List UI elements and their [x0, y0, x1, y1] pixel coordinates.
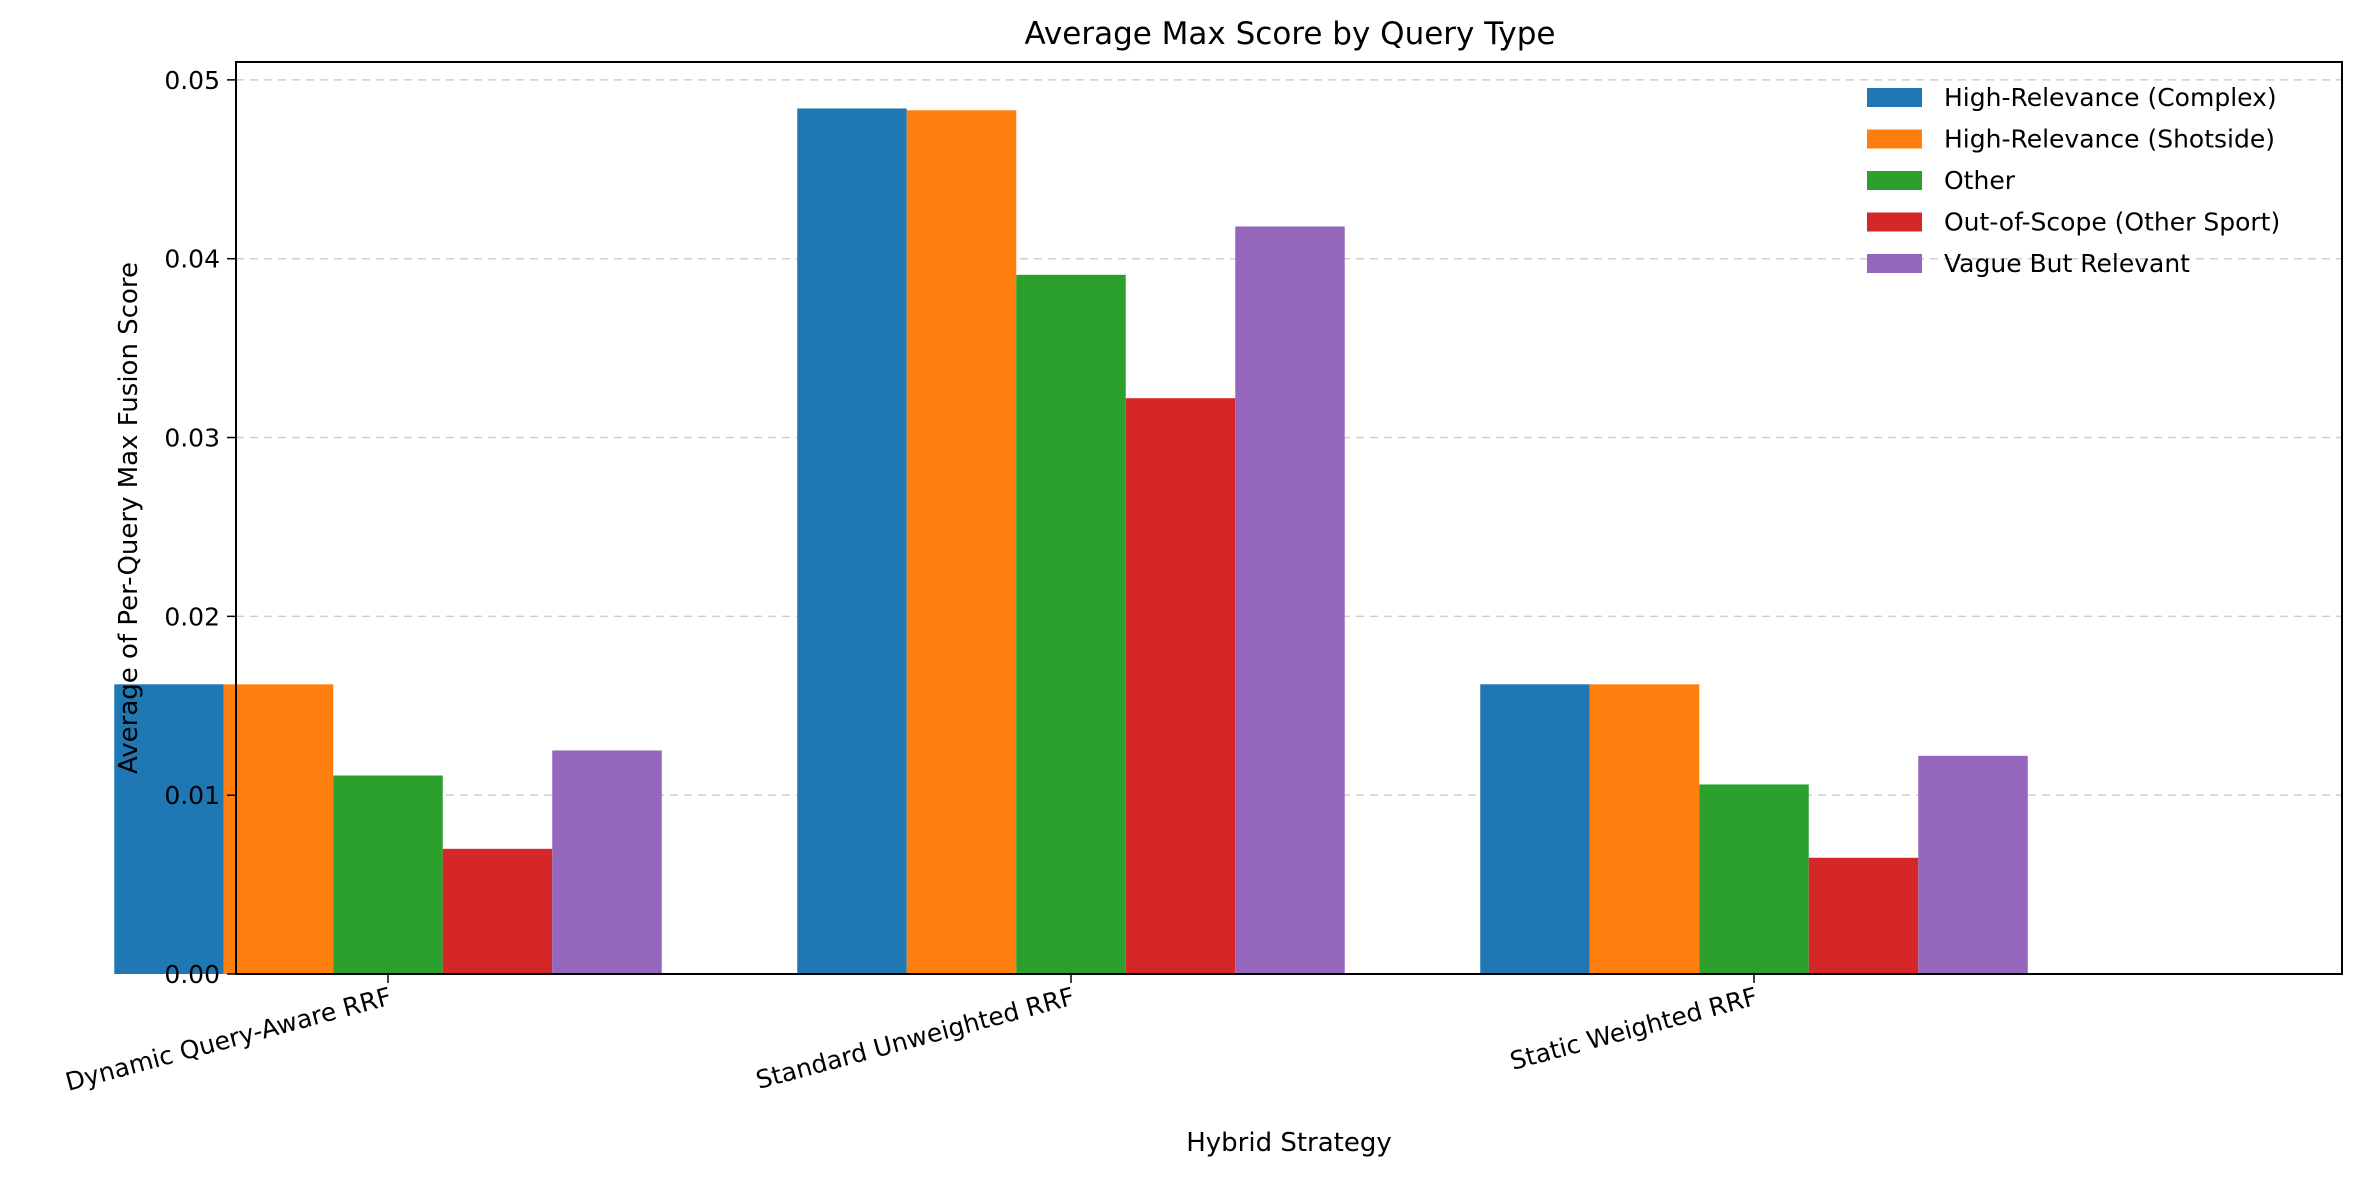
y-tick-label: 0.03 [164, 424, 220, 453]
x-tick-label: Dynamic Query-Aware RRF [62, 982, 394, 1097]
chart-title: Average Max Score by Query Type [1025, 16, 1556, 52]
legend-label: High-Relevance (Shotside) [1944, 125, 2275, 154]
legend-label: Out-of-Scope (Other Sport) [1944, 208, 2280, 237]
legend-swatch [1867, 88, 1922, 107]
x-tick-label: Static Weighted RRF [1507, 982, 1761, 1076]
y-axis-title: Average of Per-Query Max Fusion Score [114, 262, 144, 774]
bar-high-relevance-complex-2 [1480, 684, 1590, 974]
legend-label: Vague But Relevant [1944, 249, 2190, 278]
bar-out-of-scope-other-sport-1 [1125, 398, 1236, 974]
legend: High-Relevance (Complex) High-Relevance (… [1867, 83, 2280, 278]
bar-vague-but-relevant-1 [1235, 226, 1345, 975]
bar-other-1 [1016, 274, 1126, 974]
bar-high-relevance-shotside-0 [223, 684, 334, 974]
bar-high-relevance-shotside-1 [906, 110, 1017, 975]
y-tick-label: 0.05 [164, 66, 220, 95]
y-tick-label: 0.04 [164, 245, 220, 274]
bar-out-of-scope-other-sport-0 [442, 848, 553, 974]
plot-frame [235, 61, 2343, 975]
y-axis: 0.00 0.01 0.02 0.03 0.04 0.05 [164, 66, 236, 989]
bar-out-of-scope-other-sport-2 [1808, 857, 1919, 974]
bar-vague-but-relevant-2 [1918, 755, 2028, 974]
y-tick-label: 0.01 [164, 781, 220, 810]
bar-high-relevance-complex-0 [114, 684, 224, 974]
bar-vague-but-relevant-0 [552, 750, 662, 974]
legend-swatch [1867, 212, 1922, 232]
legend-swatch [1867, 129, 1922, 149]
y-tick-label: 0.00 [164, 960, 220, 989]
x-axis: Dynamic Query-Aware RRF Standard Unweight… [62, 974, 1761, 1097]
legend-label: Other [1944, 166, 2016, 195]
x-axis-title: Hybrid Strategy [1186, 1128, 1392, 1158]
bar-other-2 [1699, 784, 1809, 974]
bar-high-relevance-shotside-2 [1589, 684, 1700, 974]
bars [114, 108, 2028, 975]
y-tick-label: 0.02 [164, 602, 220, 631]
bar-high-relevance-complex-1 [797, 108, 907, 974]
bar-other-0 [333, 775, 443, 974]
legend-swatch [1867, 171, 1922, 190]
x-tick-label: Standard Unweighted RRF [753, 982, 1078, 1095]
legend-label: High-Relevance (Complex) [1944, 83, 2277, 112]
legend-swatch [1867, 254, 1922, 273]
